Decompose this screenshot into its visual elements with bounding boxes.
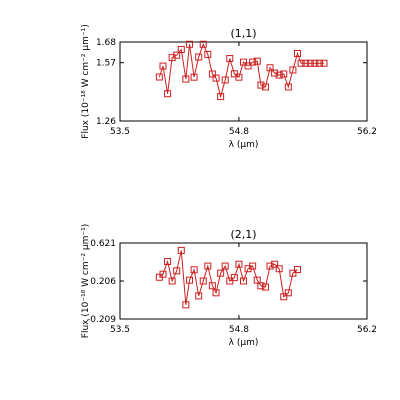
panel-2-xtick-label: 54.8	[229, 325, 249, 335]
panel-2-series-line	[159, 250, 298, 305]
panel-1-data-point	[275, 71, 283, 79]
panel-2-ytick-label: -0.209	[87, 315, 116, 325]
panel-1-data-point	[186, 40, 194, 48]
panel-1-data-point	[195, 53, 203, 61]
panel-2-data-point	[204, 262, 212, 270]
panel-1-data-point	[164, 90, 172, 98]
panel-2-data-point	[230, 274, 238, 282]
panel-2-data-point	[235, 260, 243, 268]
panel-2-data-point	[217, 269, 225, 277]
panel-1-data-point	[208, 70, 216, 78]
panel-2-data-point	[190, 266, 198, 274]
panel-2-data-point	[266, 262, 274, 270]
panel-1-data-point	[212, 74, 220, 82]
panel-2-xtick-label: 56.2	[357, 325, 377, 335]
panel-1-data-point	[168, 54, 176, 62]
panel-1-data-point	[311, 59, 319, 67]
panel-1-data-point	[284, 83, 292, 91]
panel-1-data-point	[217, 93, 225, 101]
panel-1-data-point	[182, 75, 190, 83]
panel-2-data-point	[177, 246, 185, 254]
panel-1-data-point	[249, 58, 257, 66]
panel-2-data-point	[253, 276, 261, 284]
panel-1-data-point	[244, 62, 252, 70]
panel-2-data-point	[212, 289, 220, 297]
panel-2-data-point	[208, 282, 216, 290]
panel-1-data-point	[261, 83, 269, 91]
panel-2-data-point	[221, 262, 229, 270]
panel-1-data-point	[221, 76, 229, 84]
panel-2-xlabel: λ (μm)	[229, 338, 259, 348]
panel-2-ytick-label: 0.206	[90, 277, 116, 287]
panel-1-data-point	[280, 70, 288, 78]
panel-1-data-point	[159, 62, 167, 70]
panel-2-data-point	[240, 277, 247, 285]
panel-2-data-point	[182, 301, 190, 309]
panel-2-data-point	[195, 292, 203, 300]
panel-1-data-point	[293, 49, 301, 57]
panel-1-data-point	[302, 59, 310, 67]
panel-2-data-point	[164, 257, 172, 265]
panel-1-xtick-label: 56.2	[357, 127, 377, 137]
panel-1-xtick-label: 54.8	[229, 127, 249, 137]
panel-1-xtick-label: 53.5	[110, 127, 130, 137]
panel-2-ytick-label: 0.621	[90, 239, 116, 249]
panel-2-data-point	[249, 262, 257, 270]
panel-2-data-point	[293, 266, 301, 274]
panel-1-ytick-label: 1.57	[96, 59, 116, 69]
panel-2-data-point	[275, 265, 283, 273]
panel-1-title: (1,1)	[230, 27, 256, 40]
panel-2-data-point	[261, 283, 269, 291]
panel-2-data-point	[199, 277, 207, 285]
panel-2-data-point	[284, 289, 292, 297]
panel-2-data-point	[280, 293, 288, 301]
panel-2-data-point	[271, 260, 279, 268]
panel-2-data-point	[186, 276, 194, 284]
panel-1-data-point	[266, 64, 274, 72]
panel-1-data-point	[155, 73, 163, 81]
panel-1-data-point	[320, 59, 328, 67]
panel-1-data-point	[271, 69, 279, 77]
panel-2-data-point	[173, 267, 181, 275]
panel-2-data-point	[168, 277, 176, 285]
panel-2-data-point	[159, 270, 167, 278]
panel-1-data-point	[240, 58, 247, 66]
panel-1-data-point	[204, 50, 212, 58]
panel-1-data-point	[190, 73, 198, 81]
panel-1-data-point	[257, 81, 265, 89]
panel-2-xtick-label: 53.5	[110, 325, 130, 335]
panel-1-ytick-label: 1.68	[96, 38, 116, 48]
panel-2-data-point	[289, 269, 297, 277]
panel-1-data-point	[173, 51, 181, 59]
panel-1-ytick-label: 1.26	[96, 117, 116, 127]
panel-2-ylabel: Flux (10⁻¹⁸ W cm⁻² μm⁻¹)	[81, 224, 91, 338]
panel-1-data-point	[315, 59, 323, 67]
panel-1-ylabel: Flux (10⁻¹⁸ W cm⁻² μm⁻¹)	[81, 24, 91, 138]
panel-1-xlabel: λ (μm)	[229, 140, 259, 150]
panel-2-title: (2,1)	[230, 228, 256, 241]
panel-1-data-point	[306, 59, 314, 67]
panel-1-data-point	[253, 57, 261, 65]
panel-2-data-point	[257, 282, 265, 290]
panel-1-data-point	[226, 55, 234, 63]
panel-1-data-point	[289, 66, 297, 74]
panel-1-data-point	[199, 40, 207, 48]
panel-1-data-point	[177, 46, 185, 54]
panel-1-plot-frame	[119, 41, 368, 122]
panel-1-data-point	[297, 59, 305, 67]
panel-1-data-point	[235, 73, 243, 81]
